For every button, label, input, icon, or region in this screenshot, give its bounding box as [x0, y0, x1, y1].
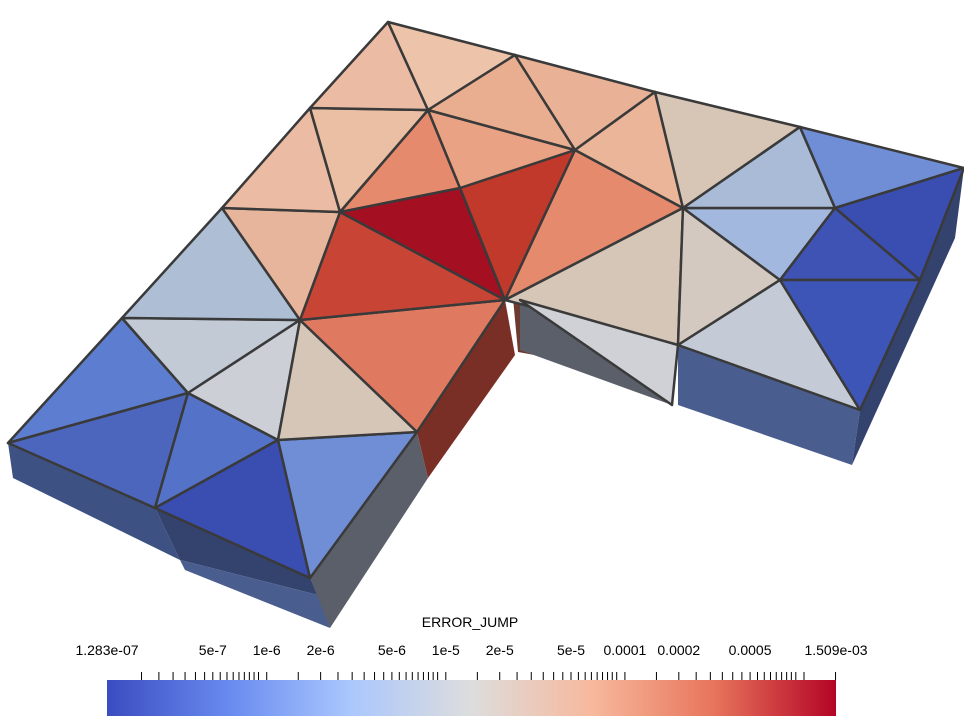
- side-face-bottom: [180, 560, 330, 628]
- colorbar: ERROR_JUMP 1.283e-07 1.509e-03 5e-7 1e-6 2…: [75, 614, 868, 716]
- colorbar-title: ERROR_JUMP: [422, 614, 518, 630]
- colorbar-tick-labels: 5e-7 1e-6 2e-6 5e-6 1e-5 2e-5 5e-5 0.0001 0.0002…: [199, 642, 772, 658]
- side-face-right-front: [678, 345, 860, 465]
- colorbar-tick-label: 5e-6: [378, 642, 406, 658]
- side-face-left-front-2: [155, 508, 318, 595]
- colorbar-tick-label: 2e-5: [486, 642, 514, 658]
- colorbar-max-label: 1.509e-03: [804, 642, 867, 658]
- colorbar-tick-label: 1e-5: [432, 642, 460, 658]
- colorbar-gradient-bar: [107, 680, 836, 716]
- side-face-left-front: [8, 443, 180, 560]
- colorbar-tick-label: 0.0001: [603, 642, 646, 658]
- mesh-top-faces: [6, 20, 964, 580]
- colorbar-tick-label: 5e-5: [557, 642, 585, 658]
- side-face-corner-red: [417, 300, 515, 478]
- colorbar-tick-label: 0.0005: [729, 642, 772, 658]
- colorbar-tick-label: 1e-6: [253, 642, 281, 658]
- mesh-element: [778, 278, 922, 412]
- colorbar-tick-label: 2e-6: [307, 642, 335, 658]
- colorbar-tick-label: 5e-7: [199, 642, 227, 658]
- colorbar-tick-label: 0.0002: [657, 642, 700, 658]
- mesh-element: [518, 298, 680, 407]
- side-face-corner-right: [310, 432, 428, 628]
- colorbar-min-label: 1.283e-07: [75, 642, 138, 658]
